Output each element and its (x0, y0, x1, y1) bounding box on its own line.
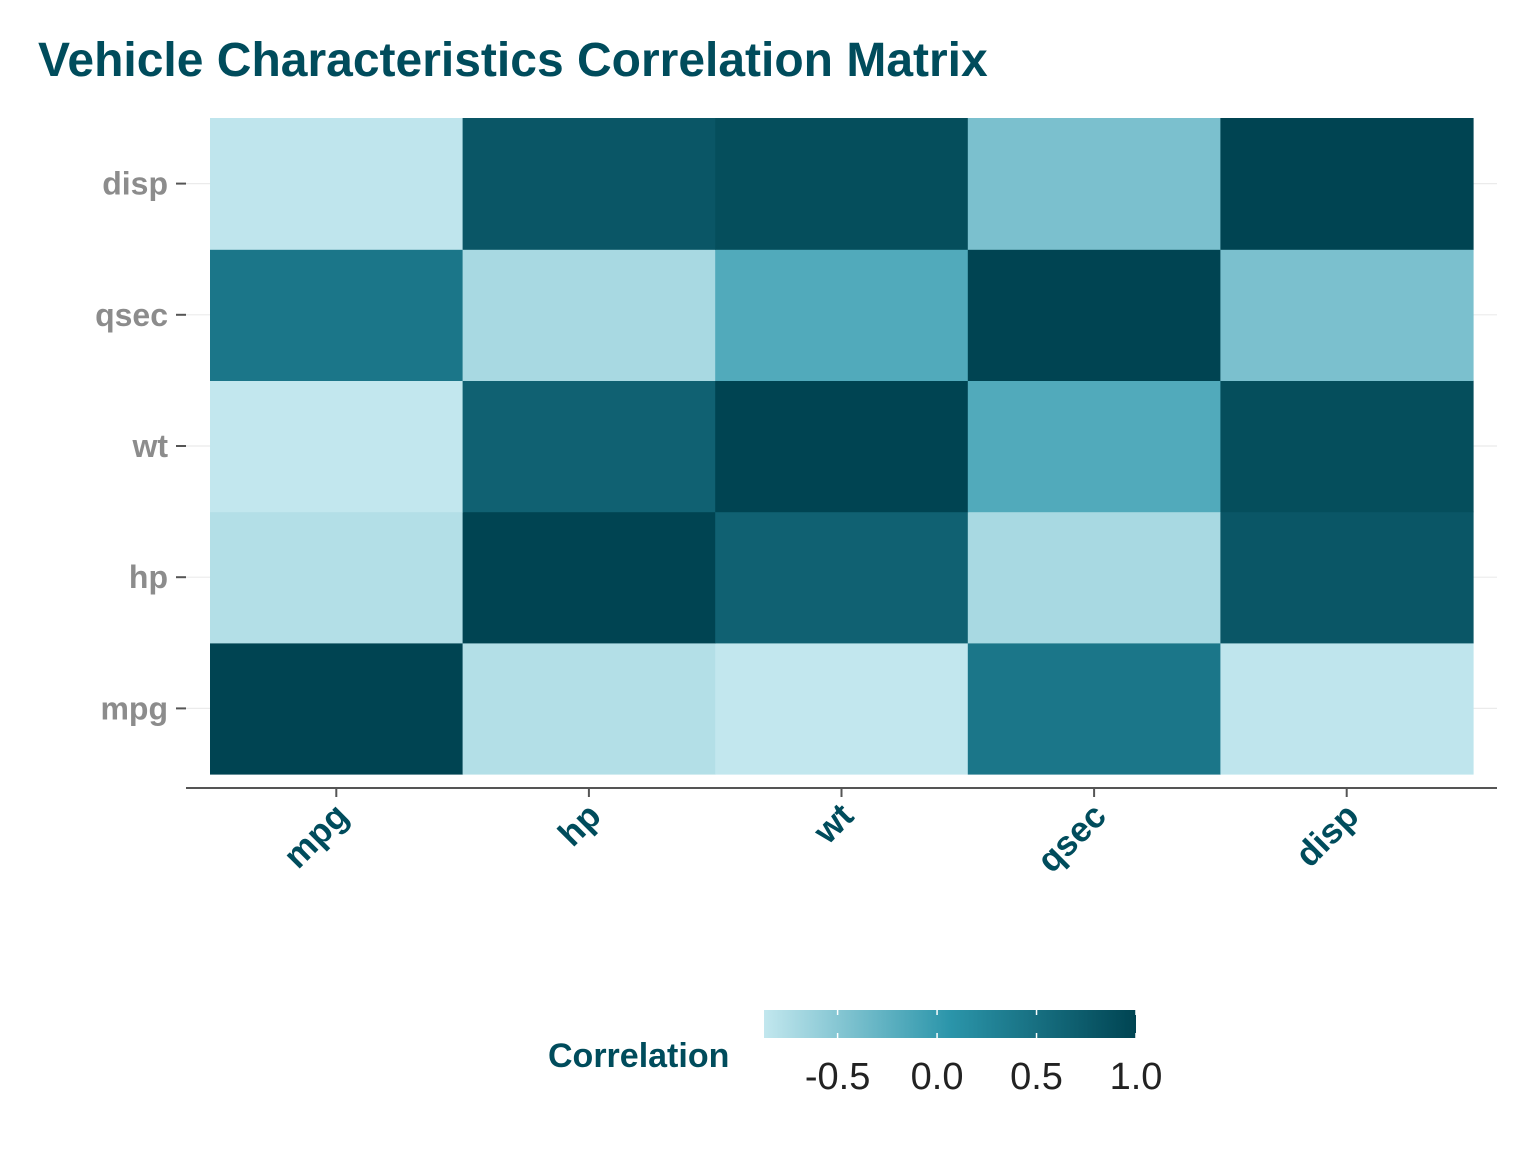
chart-title: Vehicle Characteristics Correlation Matr… (38, 34, 988, 87)
heatmap-cell-qsec-wt (715, 249, 969, 381)
y-axis: mpg hp wt qsec disp (95, 166, 186, 726)
heatmap-cell-disp-mpg (210, 118, 464, 250)
x-tick-label-wt: wt (805, 796, 861, 852)
heatmap-cell-disp-disp (1220, 118, 1474, 250)
heatmap-cell-qsec-disp (1220, 249, 1474, 381)
heatmap-cell-disp-wt (715, 118, 969, 250)
legend-colorbar (764, 1010, 1136, 1038)
heatmap-cell-qsec-mpg (210, 249, 464, 381)
y-tick-label-wt: wt (131, 428, 168, 464)
heatmap-cell-wt-disp (1220, 380, 1474, 513)
heatmap-cell-hp-mpg (210, 511, 464, 644)
y-tick-label-hp: hp (129, 559, 168, 595)
heatmap-cell-mpg-hp (462, 642, 716, 775)
heatmap-cell-mpg-qsec (967, 642, 1221, 775)
legend: Correlation -0.5 0.0 0.5 1.0 (548, 1010, 1162, 1098)
heatmap-cell-disp-qsec (967, 118, 1221, 250)
heatmap-cell-qsec-qsec (967, 249, 1221, 381)
heatmap-cell-wt-qsec (967, 380, 1221, 513)
legend-tick-label: 0.0 (911, 1056, 964, 1098)
legend-tick-label: -0.5 (805, 1056, 870, 1098)
heatmap-cell-hp-disp (1220, 511, 1474, 644)
heatmap-cell-mpg-mpg (210, 642, 464, 775)
heatmap-cell-wt-wt (715, 380, 969, 513)
x-tick-label-mpg: mpg (276, 796, 356, 876)
y-tick-label-mpg: mpg (100, 690, 168, 726)
y-tick-label-disp: disp (102, 166, 168, 202)
heatmap-cell-wt-mpg (210, 380, 464, 513)
x-tick-label-qsec: qsec (1030, 796, 1114, 880)
x-axis: mpg hp wt qsec disp (186, 787, 1497, 880)
x-tick-label-disp: disp (1288, 796, 1366, 874)
heatmap-cell-mpg-wt (715, 642, 969, 775)
legend-title: Correlation (548, 1037, 729, 1075)
heatmap-cell-hp-hp (462, 511, 716, 644)
legend-tick-label: 1.0 (1110, 1056, 1163, 1098)
heatmap-cell-wt-hp (462, 380, 716, 513)
heatmap-cell-qsec-hp (462, 249, 716, 381)
legend-ticks: -0.5 0.0 0.5 1.0 (805, 1010, 1163, 1098)
y-tick-label-qsec: qsec (95, 297, 168, 333)
x-tick-label-hp: hp (551, 796, 609, 854)
heatmap-cell-disp-hp (462, 118, 716, 250)
heatmap-cell-mpg-disp (1220, 642, 1474, 775)
heatmap-cell-hp-qsec (967, 511, 1221, 644)
legend-tick-label: 0.5 (1010, 1056, 1063, 1098)
heatmap-cell-hp-wt (715, 511, 969, 644)
heatmap-cells (210, 118, 1474, 775)
